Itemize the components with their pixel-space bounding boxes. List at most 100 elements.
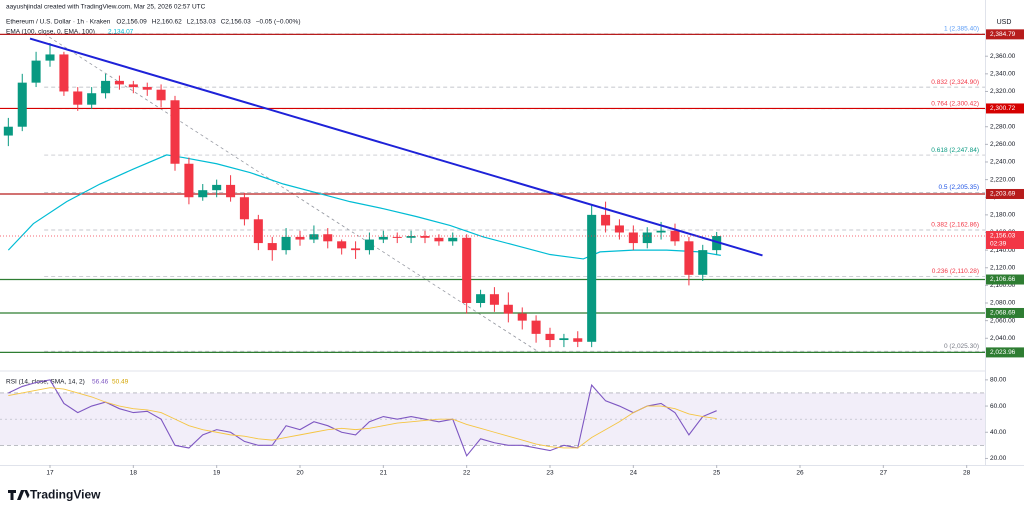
- low: L2,153.03: [187, 19, 216, 26]
- y-tick-label: 2,320.00: [990, 88, 1016, 95]
- y-tick-label: 2,280.00: [990, 123, 1016, 130]
- currency: USD: [997, 19, 1012, 26]
- y-tick-label: 2,080.00: [990, 300, 1016, 307]
- level-tag: [986, 347, 1024, 358]
- logo-mark: [8, 490, 30, 500]
- candle-body: [448, 237, 458, 242]
- x-tick-label: 27: [880, 470, 888, 477]
- candle-body: [531, 320, 541, 334]
- candle-body: [309, 234, 319, 240]
- candle-body: [698, 250, 708, 275]
- fib-label: 1 (2,385.40): [944, 26, 979, 33]
- candle-body: [184, 163, 194, 198]
- candle-body: [392, 236, 402, 238]
- candle-body: [142, 87, 152, 90]
- y-tick-label: 2,220.00: [990, 176, 1016, 183]
- x-tick-label: 26: [796, 470, 804, 477]
- rsi-band: [0, 392, 985, 446]
- candle-body: [59, 54, 69, 92]
- y-tick-label: 2,140.00: [990, 247, 1016, 254]
- logo: TradingView: [8, 488, 101, 502]
- symbol: Ethereum / U.S. Dollar · 1h · Kraken: [6, 19, 111, 26]
- fib-label: 0.832 (2,324.90): [931, 79, 979, 86]
- level-label: 2,300.72: [990, 105, 1016, 112]
- fib-label: 0 (2,025.30): [944, 343, 979, 350]
- price-tag: [986, 230, 1024, 249]
- candle-body: [128, 84, 138, 88]
- candle-body: [267, 243, 277, 251]
- level-label: 2,106.66: [990, 276, 1016, 283]
- candle-body: [420, 236, 430, 238]
- x-tick-label: 22: [463, 470, 471, 477]
- price-tag-label: 2,156.03: [990, 233, 1016, 240]
- y-tick-label: 2,100.00: [990, 282, 1016, 289]
- candle-body: [364, 239, 374, 251]
- fib-label: 0.618 (2,247.84): [931, 147, 979, 154]
- rsi-y-tick-label: 40.00: [990, 429, 1007, 436]
- candle-body: [628, 232, 638, 244]
- high: H2,160.62: [152, 19, 182, 26]
- rsi-value: 56.46: [92, 379, 109, 386]
- level-tag: [986, 307, 1024, 318]
- candle-body: [295, 236, 305, 240]
- candle-body: [226, 184, 236, 198]
- open: O2,156.09: [116, 19, 147, 26]
- candle-body: [545, 333, 555, 341]
- candle-body: [351, 248, 361, 251]
- candle-body: [476, 294, 486, 304]
- x-tick-label: 25: [713, 470, 721, 477]
- ema-value: 2,134.07: [108, 29, 134, 36]
- x-tick-label: 20: [296, 470, 304, 477]
- candle-body: [253, 219, 263, 244]
- candle-body: [17, 82, 27, 127]
- candle-body: [559, 338, 569, 341]
- fib-label: 0.382 (2,162.86): [931, 222, 979, 229]
- candle-body: [101, 80, 111, 94]
- fib-label: 0.764 (2,300.42): [931, 100, 979, 107]
- candle-body: [642, 232, 652, 244]
- y-tick-label: 2,060.00: [990, 317, 1016, 324]
- rsi-line: [8, 379, 717, 457]
- level-label: 2,203.69: [990, 191, 1016, 198]
- candle-body: [573, 338, 583, 342]
- x-tick-label: 17: [46, 470, 54, 477]
- rsi-legend: RSI (14, close, SMA, 14, 2): [6, 379, 85, 386]
- fib-label: 0.5 (2,205.35): [939, 184, 979, 191]
- change: −0.05 (−0.00%): [256, 19, 301, 26]
- logo-text: TradingView: [30, 488, 101, 502]
- rsi-y-tick-label: 60.00: [990, 403, 1007, 410]
- rsi-sma-value: 50.49: [112, 379, 129, 386]
- credit: aayushjindal created with TradingView.co…: [6, 4, 206, 11]
- x-tick-label: 24: [630, 470, 638, 477]
- fib-diagonal: [43, 33, 538, 352]
- level-tag: [986, 29, 1024, 40]
- ohlc-values: O2,156.09 H2,160.62 L2,153.03 C2,156.03 …: [116, 19, 300, 26]
- candle-body: [587, 214, 597, 342]
- candle-body: [323, 234, 333, 242]
- level-label: 2,384.79: [990, 31, 1016, 38]
- candle-body: [73, 91, 83, 105]
- candle-body: [614, 225, 624, 233]
- candle-body: [434, 237, 444, 242]
- price-countdown: 02:39: [990, 241, 1007, 248]
- candle-body: [503, 304, 513, 314]
- candle-body: [31, 60, 41, 83]
- candle-body: [517, 313, 527, 321]
- candle-body: [656, 230, 666, 233]
- rsi-line: [8, 387, 717, 449]
- trendline: [29, 37, 763, 257]
- candle-body: [156, 89, 166, 101]
- level-tag: [986, 188, 1024, 199]
- ema-line: [7, 154, 721, 260]
- candle-body: [170, 100, 180, 164]
- y-tick-label: 2,340.00: [990, 71, 1016, 78]
- y-tick-label: 2,360.00: [990, 53, 1016, 60]
- level-label: 2,023.96: [990, 349, 1016, 356]
- candle-body: [114, 80, 124, 85]
- candle-body: [712, 235, 722, 251]
- candle-body: [87, 93, 97, 105]
- x-tick-label: 28: [963, 470, 971, 477]
- candle-body: [239, 197, 249, 220]
- level-label: 2,068.69: [990, 310, 1016, 317]
